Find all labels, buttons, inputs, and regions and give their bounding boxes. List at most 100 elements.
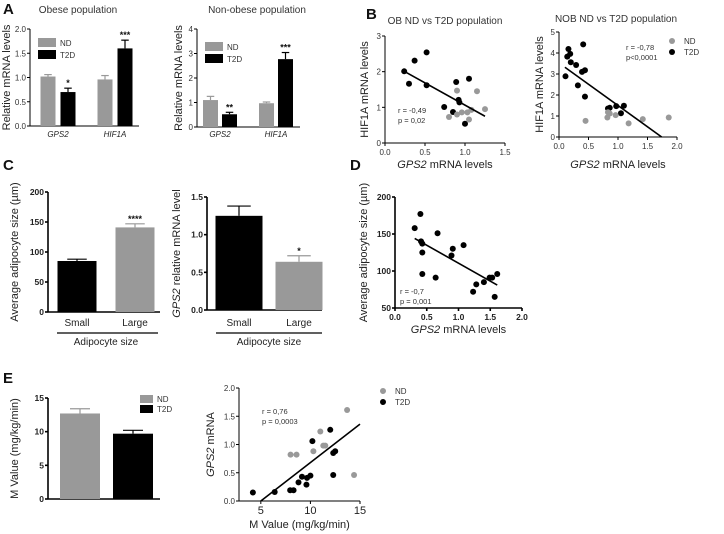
x-tick-label: 10 (304, 505, 316, 517)
y-tick-label: 150 (377, 229, 391, 239)
bar-gps2-nd (203, 100, 218, 127)
data-point-t2d (406, 80, 412, 87)
data-point-t2d (567, 50, 574, 57)
legend-swatch-nd (38, 38, 56, 47)
bar-hif1a-t2d (278, 59, 293, 128)
panel-label-b: B (366, 6, 377, 23)
y-tick-label: 5 (39, 460, 44, 470)
category-label: Large (122, 318, 148, 329)
data-point-all (460, 242, 467, 249)
y-tick-label: 1.0 (224, 441, 236, 450)
y-tick-label: 2.0 (224, 384, 236, 393)
correlation-annotation: p = 0,02 (398, 116, 425, 125)
data-point-t2d (562, 73, 569, 80)
y-tick-label: 0 (39, 494, 44, 504)
x-tick-label: 1.0 (612, 142, 624, 151)
data-point-nd (639, 116, 646, 123)
y-tick-label: 50 (382, 303, 392, 313)
legend-swatch-t2d (38, 50, 56, 59)
data-point-nd (625, 120, 632, 127)
y-tick-label: 0 (377, 139, 382, 148)
y-tick-label: 0.5 (224, 469, 236, 478)
bar-small-adipocyte-size (57, 261, 97, 312)
legend-swatch-nd (205, 42, 223, 51)
y-tick-label: 0.0 (15, 122, 27, 131)
chart-title: NOB ND vs T2D population (555, 14, 677, 25)
data-point-t2d (574, 82, 581, 89)
correlation-annotation: p = 0,001 (400, 297, 432, 306)
y-axis-label-gene: GPS2 (205, 448, 217, 477)
regression-line (403, 70, 486, 117)
legend-swatch-t2d (205, 54, 223, 63)
chart-title: OB ND vs T2D population (388, 16, 503, 27)
y-tick-label: 0.0 (191, 305, 203, 315)
legend-label: ND (60, 39, 72, 48)
data-point-nd (287, 451, 294, 458)
y-tick-label: 2 (377, 68, 382, 77)
correlation-annotation: p = 0,0003 (262, 417, 298, 426)
legend-label: ND (395, 387, 407, 396)
data-point-nd (322, 442, 329, 449)
data-point-all (419, 249, 426, 256)
x-axis-label-gene: GPS2 (411, 324, 440, 336)
y-tick-label: 4 (551, 49, 556, 58)
data-point-t2d (332, 448, 339, 455)
significance-marker: **** (128, 214, 143, 224)
y-tick-label: 10 (35, 427, 45, 437)
data-point-t2d (581, 67, 588, 74)
chart-a1: 0.0 0.5 1.0 1.5 2.0 Obese population Relative … (1, 5, 139, 139)
category-label: HIF1A (265, 130, 288, 139)
legend-swatch-t2d (140, 405, 153, 413)
data-point-nd (482, 106, 488, 113)
data-point-nd (351, 472, 358, 479)
y-tick-label: 1.5 (15, 49, 27, 58)
y-tick-label: 0 (39, 307, 44, 317)
legend-marker-nd (380, 388, 386, 394)
y-tick-label: 2 (189, 74, 194, 83)
legend-label: T2D (395, 398, 410, 407)
panel-label-c: C (3, 157, 14, 174)
significance-marker: *** (120, 30, 131, 40)
y-tick-label: 1 (189, 99, 194, 108)
x-axis-label-rest: mRNA levels (427, 159, 494, 171)
regression-line (414, 237, 498, 286)
legend-swatch-nd (140, 395, 153, 403)
chart-c2: 0.0 0.5 1.0 1.5 GPS2 relative mRNA level * Sma… (171, 189, 323, 348)
data-point-t2d (617, 110, 624, 117)
data-point-all (473, 281, 480, 288)
panel-label-e: E (3, 370, 13, 387)
x-tick-label: 1.5 (499, 148, 511, 157)
x-axis-label: GPS2 mRNA levels (411, 324, 507, 336)
bar-nd-m-value (60, 413, 100, 499)
legend-label: T2D (60, 51, 75, 60)
data-point-nd (474, 88, 480, 95)
data-point-all (419, 270, 426, 277)
x-tick-label: 1.0 (453, 312, 465, 322)
correlation-annotation: r = 0,76 (262, 407, 288, 416)
y-tick-label: 3 (189, 50, 194, 59)
y-tick-label: 100 (377, 266, 391, 276)
bar-gps2-nd (40, 76, 56, 126)
group-label: Adipocyte size (237, 337, 302, 348)
x-axis-label-gene: GPS2 (397, 159, 426, 171)
data-point-all (449, 245, 456, 252)
correlation-annotation: r = -0,7 (400, 287, 424, 296)
y-axis-label-gene: GPS2 (171, 288, 183, 317)
legend-label: T2D (684, 48, 699, 57)
y-tick-label: 0 (551, 133, 556, 142)
chart-c1: 0 50 100 150 200 Average adipocyte size (µm) *… (9, 182, 160, 348)
data-point-all (448, 252, 455, 259)
x-tick-label: 0.0 (389, 312, 401, 322)
y-axis-label-rest: relative mRNA level (171, 189, 183, 288)
data-point-t2d (327, 426, 334, 433)
category-label: GPS2 (209, 130, 231, 139)
data-point-t2d (249, 489, 256, 496)
data-point-t2d (565, 46, 572, 53)
data-point-t2d (573, 61, 580, 68)
chart-e2: 0.0 0.5 1.0 1.5 2.0 GPS2 mRNA 5 10 15 M Value (mg… (205, 384, 410, 531)
data-point-t2d (330, 472, 337, 479)
data-point-all (494, 270, 501, 277)
data-point-nd (458, 109, 465, 116)
y-axis-label: HIF1A mRNA levels (534, 36, 546, 133)
